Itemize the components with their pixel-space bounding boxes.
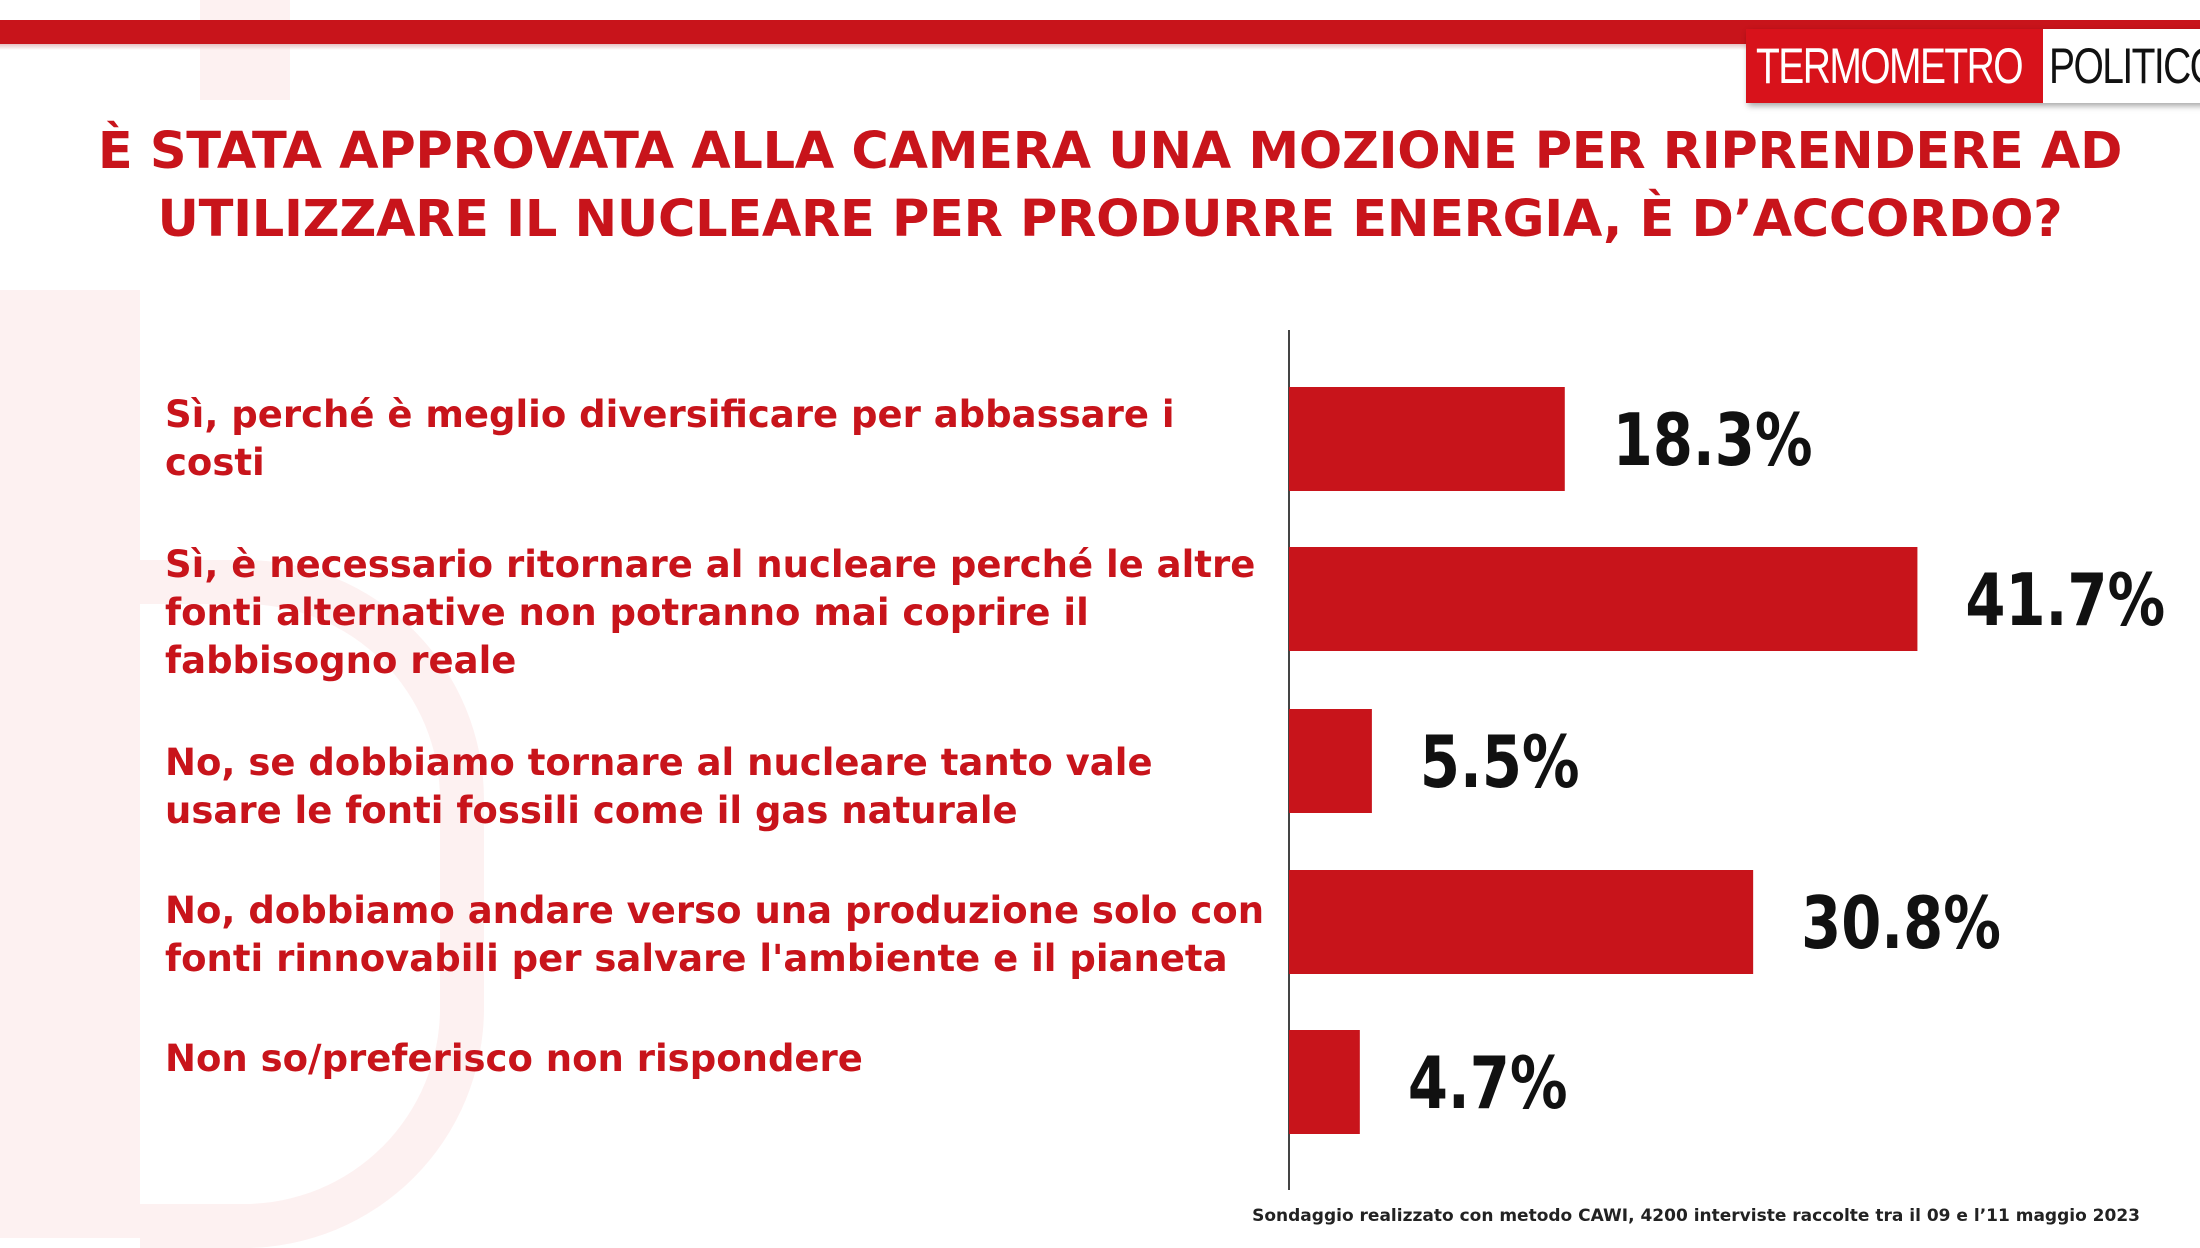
answer-label-3: No, se dobbiamo tornare al nucleare tant… (165, 739, 1285, 835)
answer-label-line: Sì, perché è meglio diversificare per ab… (165, 393, 1175, 436)
logo-left-part: TERMOMETRO (1746, 29, 2044, 103)
bar-value-label-4: 30.8% (1801, 882, 2001, 966)
logo-left-text: TERMOMETRO (1756, 38, 2024, 94)
answer-label-line: Sì, è necessario ritornare al nucleare p… (165, 543, 1256, 586)
chart-title: È STATA APPROVATA ALLA CAMERA UNA MOZION… (60, 118, 2160, 254)
title-line-2: UTILIZZARE IL NUCLEARE PER PRODURRE ENER… (157, 190, 2063, 249)
survey-footnote: Sondaggio realizzato con metodo CAWI, 42… (1252, 1206, 2140, 1226)
answer-label-1: Sì, perché è meglio diversificare per ab… (165, 391, 1285, 487)
watermark-stem (0, 290, 140, 1238)
answer-label-5: Non so/preferisco non rispondere (165, 1035, 1285, 1083)
bar-1 (1289, 387, 1565, 491)
answer-label-2: Sì, è necessario ritornare al nucleare p… (165, 541, 1285, 685)
answer-label-line: No, se dobbiamo tornare al nucleare tant… (165, 741, 1153, 784)
watermark-top (200, 0, 290, 100)
bar-4 (1289, 870, 1754, 974)
answer-label-line: fonti alternative non potranno mai copri… (165, 591, 1089, 634)
bar-5 (1289, 1030, 1360, 1134)
logo-right-part: POLITICO (2043, 29, 2200, 103)
title-line-1: È STATA APPROVATA ALLA CAMERA UNA MOZION… (97, 122, 2123, 181)
logo-right-text: POLITICO (2049, 38, 2200, 94)
bar-value-label-1: 18.3% (1613, 399, 1813, 483)
answer-label-line: Non so/preferisco non rispondere (165, 1037, 863, 1080)
answer-label-line: costi (165, 441, 265, 484)
bar-value-label-2: 41.7% (1965, 559, 2165, 643)
answer-label-line: usare le fonti fossili come il gas natur… (165, 789, 1018, 832)
bar-2 (1289, 547, 1918, 651)
top-stripe-shadow (0, 44, 2200, 50)
answer-label-4: No, dobbiamo andare verso una produzione… (165, 887, 1285, 983)
bar-value-label-5: 4.7% (1408, 1042, 1568, 1126)
answer-label-line: fabbisogno reale (165, 639, 517, 682)
bar-value-label-3: 5.5% (1420, 721, 1580, 805)
answer-label-line: No, dobbiamo andare verso una produzione… (165, 889, 1265, 932)
answer-label-line: fonti rinnovabili per salvare l'ambiente… (165, 937, 1228, 980)
bar-3 (1289, 709, 1372, 813)
termometro-politico-logo: TERMOMETRO POLITICO (1746, 29, 2200, 103)
